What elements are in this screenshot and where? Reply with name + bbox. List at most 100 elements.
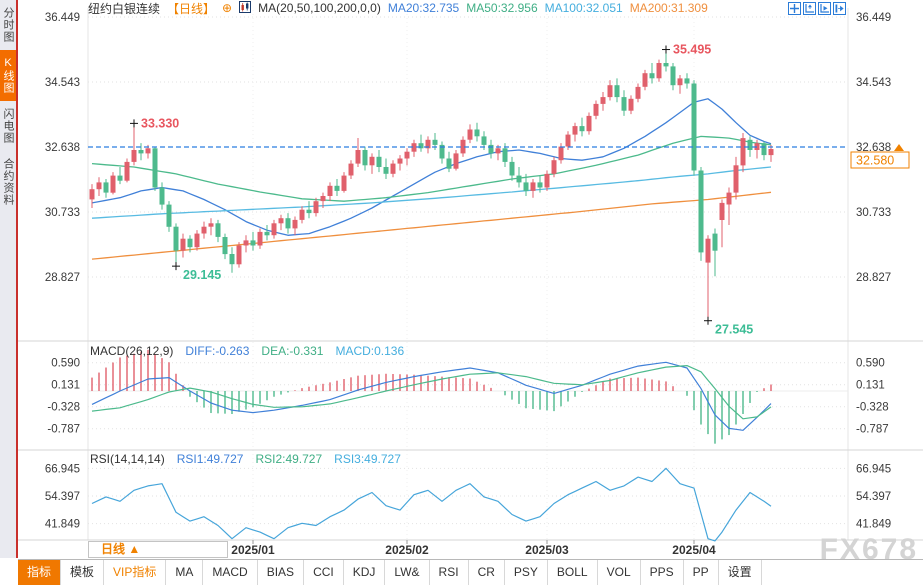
svg-text:0.590: 0.590 bbox=[51, 358, 80, 370]
svg-text:28.827: 28.827 bbox=[856, 272, 891, 284]
rsi-panel-header: RSI(14,14,14) RSI1:49.727 RSI2:49.727 RS… bbox=[90, 452, 401, 466]
price-up-arrow-icon bbox=[894, 143, 904, 151]
axis-expand-icon[interactable] bbox=[803, 2, 816, 15]
axis-labels: 36.449 36.449 34.543 34.543 32.638 32.638 30.7… bbox=[45, 12, 891, 557]
rsi2-value: RSI2:49.727 bbox=[255, 452, 323, 466]
period-selector-label: 日线 bbox=[101, 542, 126, 556]
move-icon[interactable] bbox=[788, 2, 801, 15]
svg-text:41.849: 41.849 bbox=[856, 519, 891, 531]
macd-dea-line bbox=[91, 365, 772, 420]
svg-text:28.827: 28.827 bbox=[45, 272, 80, 284]
svg-text:-0.328: -0.328 bbox=[47, 402, 80, 414]
macd-params[interactable]: MACD(26,12,9) bbox=[90, 344, 174, 358]
ma200-value: MA200:31.309 bbox=[629, 1, 708, 15]
ma-params[interactable]: MA(20,50,100,200,0,0) bbox=[258, 1, 381, 15]
toolbar-item-6[interactable]: BIAS bbox=[258, 560, 305, 585]
svg-text:27.545: 27.545 bbox=[715, 323, 753, 337]
indicator-toolbar: 指标 模板 VIP指标 MA MACD BIAS CCI KDJ LW& RSI CR PSY BOLL… bbox=[18, 559, 923, 585]
ma50-value: MA50:32.956 bbox=[466, 1, 538, 15]
price-annotations: 33.330 29.145 35.495 27.545 bbox=[130, 43, 753, 337]
ma200-line bbox=[91, 191, 772, 260]
toolbar-item-2[interactable]: 模板 bbox=[61, 560, 105, 585]
macd-panel[interactable] bbox=[91, 349, 772, 444]
svg-text:2025/04: 2025/04 bbox=[672, 543, 716, 557]
svg-text:32.638: 32.638 bbox=[856, 142, 891, 154]
svg-text:2025/03: 2025/03 bbox=[525, 543, 569, 557]
period-tag: 【日线】 bbox=[167, 1, 216, 16]
rsi-panel[interactable] bbox=[91, 467, 772, 542]
rsi3-value: RSI3:49.727 bbox=[334, 452, 401, 466]
chart-toolbar-icons bbox=[788, 2, 846, 15]
rsi-params[interactable]: RSI(14,14,14) bbox=[90, 452, 165, 466]
toolbar-item-10[interactable]: RSI bbox=[430, 560, 469, 585]
svg-text:32.638: 32.638 bbox=[45, 142, 80, 154]
sidebar-item-1[interactable]: 分时图 bbox=[2, 7, 14, 43]
toolbar-item-14[interactable]: VOL bbox=[598, 560, 641, 585]
svg-text:0.590: 0.590 bbox=[856, 358, 885, 370]
svg-text:36.449: 36.449 bbox=[856, 12, 891, 24]
axis-play-icon[interactable] bbox=[818, 2, 831, 15]
rsi1-value: RSI1:49.727 bbox=[176, 452, 244, 466]
svg-text:2025/02: 2025/02 bbox=[385, 543, 429, 557]
svg-text:0.131: 0.131 bbox=[856, 380, 885, 392]
svg-text:66.945: 66.945 bbox=[45, 463, 80, 475]
toolbar-item-17[interactable]: 设置 bbox=[719, 560, 762, 585]
ma100-line bbox=[91, 166, 772, 219]
toolbar-item-9[interactable]: LW& bbox=[385, 560, 430, 585]
macd-panel-header: MACD(26,12,9) DIFF:-0.263 DEA:-0.331 MAC… bbox=[90, 344, 404, 358]
add-compare-icon[interactable]: ⊕ bbox=[222, 1, 233, 15]
toolbar-item-7[interactable]: CCI bbox=[304, 560, 344, 585]
macd-diff-value: DIFF:-0.263 bbox=[185, 344, 250, 358]
svg-text:30.733: 30.733 bbox=[45, 207, 80, 219]
svg-text:54.397: 54.397 bbox=[45, 491, 80, 503]
svg-text:34.543: 34.543 bbox=[856, 77, 891, 89]
sidebar-item-4[interactable]: 合约资料 bbox=[2, 158, 14, 206]
ma50-line bbox=[91, 135, 772, 202]
kline-mini-icon bbox=[239, 0, 252, 16]
pan-right-icon[interactable] bbox=[833, 2, 846, 15]
toolbar-item-4[interactable]: MA bbox=[166, 560, 204, 585]
toolbar-item-16[interactable]: PP bbox=[684, 560, 719, 585]
toolbar-item-11[interactable]: CR bbox=[469, 560, 505, 585]
sidebar-item-2[interactable]: K线图 bbox=[0, 50, 16, 101]
svg-text:-0.787: -0.787 bbox=[856, 424, 889, 436]
toolbar-item-15[interactable]: PPS bbox=[641, 560, 684, 585]
toolbar-item-13[interactable]: BOLL bbox=[548, 560, 598, 585]
svg-text:33.330: 33.330 bbox=[141, 116, 179, 130]
sidebar-item-3[interactable]: 闪电图 bbox=[2, 108, 14, 144]
ma-lines bbox=[91, 98, 772, 260]
svg-text:32.580: 32.580 bbox=[856, 154, 894, 168]
toolbar-item-5[interactable]: MACD bbox=[203, 560, 258, 585]
svg-text:30.733: 30.733 bbox=[856, 207, 891, 219]
ma20-value: MA20:32.735 bbox=[387, 1, 460, 15]
chevron-up-icon: ▲ bbox=[128, 542, 141, 556]
toolbar-item-8[interactable]: KDJ bbox=[344, 560, 386, 585]
ma20-line bbox=[91, 98, 772, 236]
svg-text:36.449: 36.449 bbox=[45, 12, 80, 24]
svg-text:-0.787: -0.787 bbox=[47, 424, 80, 436]
toolbar-item-3[interactable]: VIP指标 bbox=[104, 560, 167, 585]
svg-text:35.495: 35.495 bbox=[673, 43, 711, 57]
svg-text:-0.328: -0.328 bbox=[856, 402, 889, 414]
svg-text:2025/01: 2025/01 bbox=[231, 543, 275, 557]
toolbar-item-1[interactable]: 指标 bbox=[18, 560, 62, 585]
svg-text:41.849: 41.849 bbox=[45, 519, 80, 531]
svg-text:0.131: 0.131 bbox=[51, 380, 80, 392]
chart-header: 纽约白银连续 【日线】 ⊕ MA(20,50,100,200,0,0) MA20… bbox=[88, 0, 708, 16]
candlestick-plot[interactable] bbox=[89, 49, 774, 321]
current-price-marker: 32.580 bbox=[850, 143, 910, 169]
ma100-value: MA100:32.051 bbox=[544, 1, 623, 15]
svg-text:54.397: 54.397 bbox=[856, 491, 891, 503]
svg-text:34.543: 34.543 bbox=[45, 77, 80, 89]
svg-text:66.945: 66.945 bbox=[856, 463, 891, 475]
period-selector[interactable]: 日线 ▲ bbox=[88, 541, 228, 558]
macd-diff-line bbox=[91, 361, 772, 431]
macd-dea-value: DEA:-0.331 bbox=[261, 344, 324, 358]
macd-hist-value: MACD:0.136 bbox=[335, 344, 405, 358]
svg-text:29.145: 29.145 bbox=[183, 268, 221, 282]
toolbar-item-12[interactable]: PSY bbox=[505, 560, 548, 585]
rsi-line bbox=[91, 467, 772, 542]
symbol-title: 纽约白银连续 bbox=[88, 1, 161, 16]
sidebar: 分时图 K线图闪电图合约资料 bbox=[0, 0, 18, 558]
